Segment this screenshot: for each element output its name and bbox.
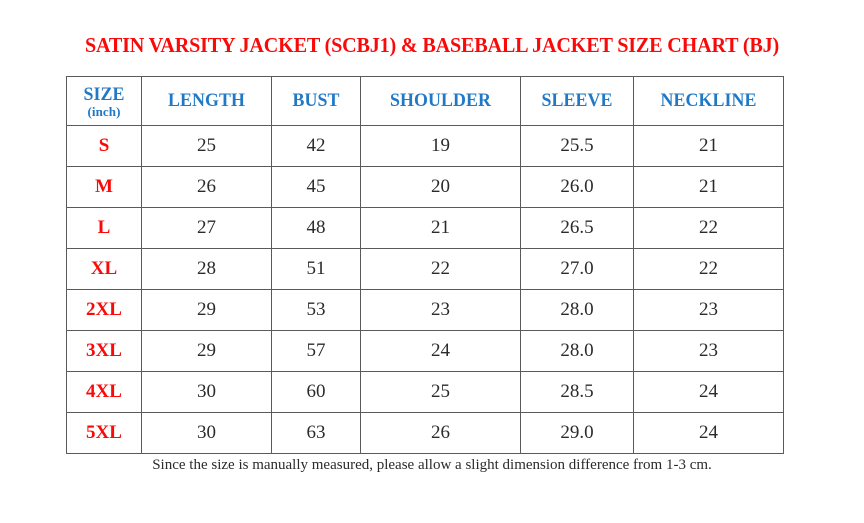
- cell-neckline: 24: [633, 412, 784, 454]
- cell-length: 25: [141, 125, 272, 167]
- cell-sleeve: 27.0: [520, 248, 634, 290]
- cell-size: 5XL: [66, 412, 142, 454]
- cell-size: XL: [66, 248, 142, 290]
- column-header-neckline-label: NECKLINE: [660, 90, 757, 112]
- table-body: S 25 42 19 25.5 21 M 26 45 20 26.0 21 L …: [66, 125, 784, 454]
- cell-size: L: [66, 207, 142, 249]
- column-header-length-label: LENGTH: [168, 90, 245, 112]
- cell-shoulder: 26: [360, 412, 521, 454]
- size-chart-table: SIZE (inch) LENGTH BUST SHOULDER SLEEVE …: [66, 76, 784, 454]
- cell-shoulder: 21: [360, 207, 521, 249]
- table-row: 2XL 29 53 23 28.0 23: [66, 289, 784, 331]
- column-header-size-label: SIZE: [83, 83, 125, 105]
- cell-neckline: 21: [633, 166, 784, 208]
- cell-shoulder: 20: [360, 166, 521, 208]
- cell-length: 27: [141, 207, 272, 249]
- column-header-length: LENGTH: [141, 76, 272, 126]
- cell-sleeve: 28.0: [520, 330, 634, 372]
- cell-neckline: 21: [633, 125, 784, 167]
- cell-size: 3XL: [66, 330, 142, 372]
- cell-neckline: 22: [633, 248, 784, 290]
- cell-sleeve: 26.0: [520, 166, 634, 208]
- cell-shoulder: 24: [360, 330, 521, 372]
- cell-sleeve: 28.5: [520, 371, 634, 413]
- cell-shoulder: 23: [360, 289, 521, 331]
- cell-size: 2XL: [66, 289, 142, 331]
- column-header-neckline: NECKLINE: [633, 76, 784, 126]
- table-header: SIZE (inch) LENGTH BUST SHOULDER SLEEVE …: [66, 76, 784, 126]
- cell-bust: 48: [271, 207, 361, 249]
- column-header-bust-label: BUST: [292, 90, 340, 112]
- cell-neckline: 23: [633, 289, 784, 331]
- measurement-disclaimer: Since the size is manually measured, ple…: [152, 457, 712, 473]
- cell-shoulder: 19: [360, 125, 521, 167]
- cell-neckline: 24: [633, 371, 784, 413]
- column-header-shoulder-label: SHOULDER: [390, 90, 491, 112]
- column-header-bust: BUST: [271, 76, 361, 126]
- table-row: 5XL 30 63 26 29.0 24: [66, 412, 784, 454]
- cell-bust: 63: [271, 412, 361, 454]
- page-title: SATIN VARSITY JACKET (SCBJ1) & BASEBALL …: [84, 33, 780, 57]
- cell-length: 29: [141, 289, 272, 331]
- table-row: XL 28 51 22 27.0 22: [66, 248, 784, 290]
- table-row: 3XL 29 57 24 28.0 23: [66, 330, 784, 372]
- cell-size: 4XL: [66, 371, 142, 413]
- cell-bust: 57: [271, 330, 361, 372]
- cell-sleeve: 25.5: [520, 125, 634, 167]
- cell-shoulder: 25: [360, 371, 521, 413]
- cell-bust: 53: [271, 289, 361, 331]
- column-header-size: SIZE (inch): [66, 76, 142, 126]
- cell-sleeve: 28.0: [520, 289, 634, 331]
- cell-sleeve: 29.0: [520, 412, 634, 454]
- cell-sleeve: 26.5: [520, 207, 634, 249]
- table-row: S 25 42 19 25.5 21: [66, 125, 784, 167]
- column-header-size-unit: (inch): [87, 103, 121, 119]
- header-row: SIZE (inch) LENGTH BUST SHOULDER SLEEVE …: [66, 76, 784, 126]
- table-row: M 26 45 20 26.0 21: [66, 166, 784, 208]
- cell-neckline: 23: [633, 330, 784, 372]
- cell-length: 28: [141, 248, 272, 290]
- table-row: L 27 48 21 26.5 22: [66, 207, 784, 249]
- cell-size: M: [66, 166, 142, 208]
- cell-bust: 51: [271, 248, 361, 290]
- cell-length: 30: [141, 371, 272, 413]
- cell-shoulder: 22: [360, 248, 521, 290]
- cell-bust: 60: [271, 371, 361, 413]
- column-header-sleeve-label: SLEEVE: [541, 90, 613, 112]
- cell-length: 30: [141, 412, 272, 454]
- cell-neckline: 22: [633, 207, 784, 249]
- column-header-shoulder: SHOULDER: [360, 76, 521, 126]
- cell-length: 26: [141, 166, 272, 208]
- column-header-sleeve: SLEEVE: [520, 76, 634, 126]
- cell-bust: 42: [271, 125, 361, 167]
- cell-size: S: [66, 125, 142, 167]
- table-row: 4XL 30 60 25 28.5 24: [66, 371, 784, 413]
- cell-bust: 45: [271, 166, 361, 208]
- cell-length: 29: [141, 330, 272, 372]
